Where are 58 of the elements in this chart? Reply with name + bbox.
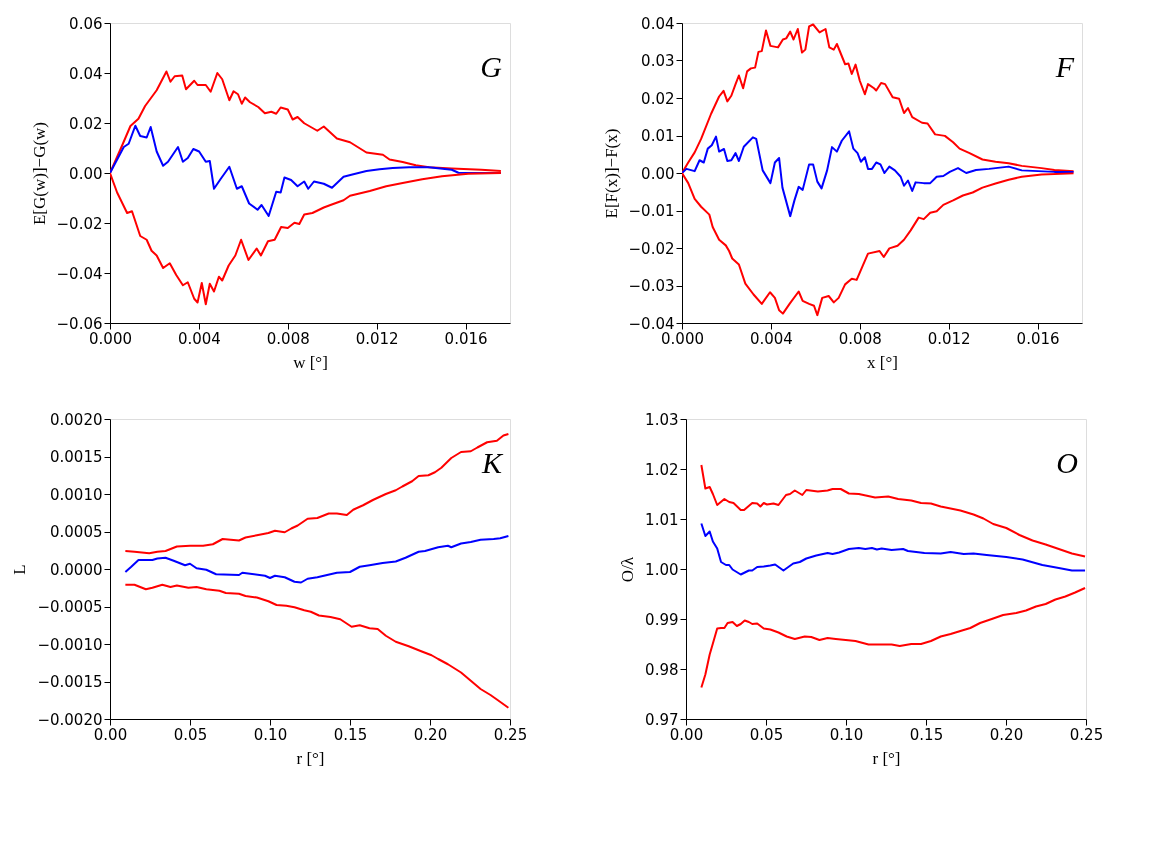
annotation: F [1054,50,1075,83]
y-tick-label: 0.99 [645,610,679,629]
x-tick-label: 0.15 [333,725,368,744]
x-tick-label: 0.25 [1069,725,1104,744]
x-tick-label: 0.10 [253,725,288,744]
y-tick-label: −0.0015 [37,673,103,691]
y-axis-title: O/λ [618,556,638,583]
y-tick-label: 1.03 [645,410,679,429]
y-tick-label: −0.02 [56,214,103,233]
x-tick-label: 0.20 [989,725,1024,744]
y-tick-label: 0.00 [641,164,675,183]
x-tick-label: 0.008 [838,329,882,348]
y-tick-label: −0.0010 [37,635,103,654]
x-tick-label: 0.20 [413,725,448,744]
x-tick-label: 0.05 [173,725,208,744]
x-tick-label: 0.008 [266,329,310,348]
y-tick-label: 0.03 [641,52,675,70]
y-tick-label: 1.02 [645,460,679,479]
y-tick-label: −0.02 [628,239,675,258]
annotation: G [480,50,503,83]
x-tick-label: 0.004 [749,329,793,348]
y-tick-label: 1.01 [645,510,679,529]
y-tick-label: 0.0015 [50,448,103,466]
y-tick-label: 0.0010 [50,485,103,504]
x-tick-label: 0.004 [177,329,221,348]
y-tick-label: 0.02 [69,114,103,133]
y-tick-label: −0.0005 [37,598,103,616]
x-tick-label: 0.012 [355,329,399,348]
y-tick-label: 0.0000 [50,560,103,579]
x-axis-title: r [°] [296,748,325,768]
y-tick-label: 0.06 [69,14,103,33]
x-axis-title: x [°] [867,352,898,372]
x-tick-label: 0.012 [927,329,971,348]
y-axis-title: L [10,564,30,575]
x-tick-label: 0.05 [749,725,784,744]
y-tick-label: −0.03 [628,277,675,295]
y-tick-label: 0.01 [641,127,675,145]
y-tick-label: −0.01 [628,202,675,220]
y-tick-label: −0.04 [56,264,103,283]
x-axis-title: r [°] [872,748,901,768]
x-axis-title: w [°] [293,352,328,372]
y-tick-label: 0.98 [645,660,679,679]
x-tick-label: 0.25 [493,725,528,744]
y-axis-title: E[G(w)]−G(w) [29,121,49,226]
annotation: K [480,446,504,479]
y-tick-label: 0.00 [69,164,103,183]
y-tick-label: 0.04 [69,64,103,83]
y-tick-label: 0.0005 [50,523,103,541]
x-tick-label: 0.10 [829,725,864,744]
y-axis-title: E[F(x)]−F(x) [601,128,621,219]
y-tick-label: 0.0020 [50,410,103,429]
y-tick-label: 1.00 [645,560,679,579]
x-tick-label: 0.15 [909,725,944,744]
y-tick-label: 0.04 [641,14,675,33]
x-tick-label: 0.016 [1016,329,1060,348]
annotation: O [1056,446,1078,479]
y-tick-label: 0.02 [641,89,675,108]
x-tick-label: 0.016 [444,329,488,348]
